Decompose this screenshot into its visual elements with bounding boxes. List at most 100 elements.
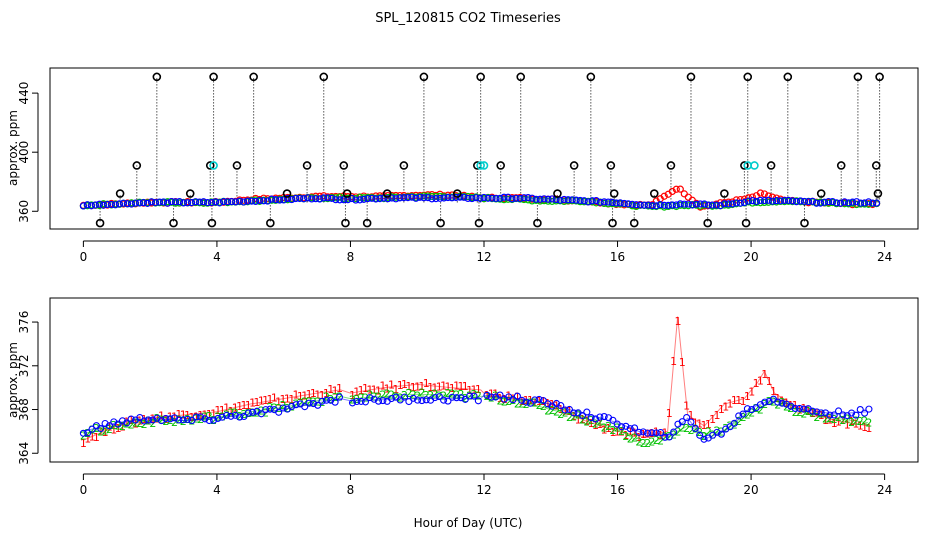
series-point: [752, 197, 761, 206]
series-3-point: [431, 394, 439, 402]
calibration-point: [207, 218, 217, 228]
series-point: [244, 197, 252, 205]
series-2-point: 2: [809, 407, 816, 420]
series-1-point: 1: [314, 389, 321, 402]
series-point: [296, 194, 304, 203]
calibration-point: [115, 189, 125, 198]
bottom-x-tick-label: 0: [80, 483, 88, 497]
series-1-point: 1: [431, 381, 438, 394]
series-3-point: [826, 411, 834, 419]
series-1-point: 1: [661, 426, 668, 439]
calibration-point: [266, 218, 275, 228]
series-point: [348, 194, 356, 203]
series-2-point: 2: [206, 410, 213, 423]
series-point: [644, 201, 652, 209]
calibration-point: [703, 218, 712, 228]
series-3-point: [531, 396, 539, 404]
series-point: [376, 194, 384, 203]
calibration-point: [875, 72, 884, 82]
series-point: [760, 190, 769, 198]
series-3-point: [157, 417, 166, 425]
series-2-point: 2: [544, 405, 551, 418]
series-2-point: 2: [757, 403, 764, 416]
series-3-point: [652, 429, 660, 437]
calibration-cyan-point: [750, 161, 759, 170]
series-point: [540, 195, 548, 203]
series-3-point: [197, 413, 205, 421]
series-3-point: [578, 411, 587, 420]
calibration-point: [743, 72, 753, 82]
calibration-point: [606, 161, 616, 170]
series-3-point: [249, 408, 257, 416]
series-3-point: [127, 415, 135, 423]
series-2-point: 2: [748, 407, 755, 420]
series-point: [768, 197, 777, 205]
series-2-point: 2: [622, 430, 629, 443]
series-2-point: 2: [826, 412, 833, 425]
top-y-tick-label: 440: [17, 82, 31, 105]
series-1-point: 1: [839, 414, 846, 427]
series-point: [388, 194, 396, 202]
series-point: [352, 196, 360, 204]
series-2-point: 2: [848, 416, 855, 429]
series-2-point: 2: [800, 408, 807, 421]
series-2-point: 2: [188, 414, 195, 427]
calibration-point: [586, 72, 596, 82]
series-point: [191, 198, 200, 206]
series-1-point: 1: [384, 383, 391, 396]
series-point: [620, 199, 628, 208]
series-1-point: 1: [505, 389, 512, 402]
series-3-point: [735, 412, 743, 420]
series-point: [404, 194, 412, 202]
top-y-axis-title: approx. ppm: [6, 110, 20, 186]
series-1-point: 1: [501, 393, 508, 406]
series-1-point: 1: [271, 392, 278, 405]
series-1-point: 1: [800, 402, 807, 415]
series-point: [748, 197, 757, 205]
series-3-point: [713, 428, 721, 436]
calibration-point: [686, 72, 696, 82]
series-point: [748, 199, 757, 207]
bottom-y-axis-title: approx. ppm: [6, 342, 20, 418]
series-point: [864, 198, 873, 206]
series-point: [544, 195, 552, 203]
series-3-point: [487, 393, 495, 401]
series-point: [700, 200, 708, 208]
series-point: [784, 196, 793, 204]
series-point: [155, 198, 164, 206]
series-point: [304, 194, 312, 202]
series-1-point: 1: [714, 409, 721, 422]
series-3-point: [461, 395, 469, 403]
series-2-point: 2: [180, 415, 187, 428]
series-3-point: [661, 433, 669, 441]
series-point: [103, 200, 112, 209]
series-2-point: 2: [84, 427, 91, 440]
top-x-tick-label: 8: [347, 250, 355, 264]
series-3-point: [118, 417, 126, 425]
series-3-point: [496, 391, 504, 399]
series-2-point: 2: [596, 416, 603, 429]
series-2-point: 2: [89, 424, 96, 437]
series-1-point: 1: [84, 433, 91, 446]
series-2-point: 2: [557, 408, 564, 421]
series-point: [656, 201, 664, 209]
series-1-point: 1: [622, 429, 629, 442]
series-1-point: 1: [89, 431, 96, 444]
series-point: [236, 197, 244, 205]
series-2-point: 2: [431, 388, 438, 401]
series-point: [832, 199, 841, 207]
series-point: [416, 193, 424, 201]
series-1-point: 1: [774, 392, 781, 405]
series-point: [792, 198, 801, 206]
series-3-point: [678, 418, 686, 426]
series-point: [260, 197, 268, 205]
series-1-point: 1: [323, 387, 330, 400]
series-2-point: 2: [288, 401, 295, 414]
series-point: [412, 194, 420, 202]
series-2-point: 2: [497, 395, 504, 408]
series-2-point: 2: [327, 393, 334, 406]
calibration-point: [476, 72, 485, 82]
series-1-point: 1: [570, 410, 577, 423]
series-2-point: 2: [779, 396, 786, 409]
series-point: [448, 194, 456, 202]
